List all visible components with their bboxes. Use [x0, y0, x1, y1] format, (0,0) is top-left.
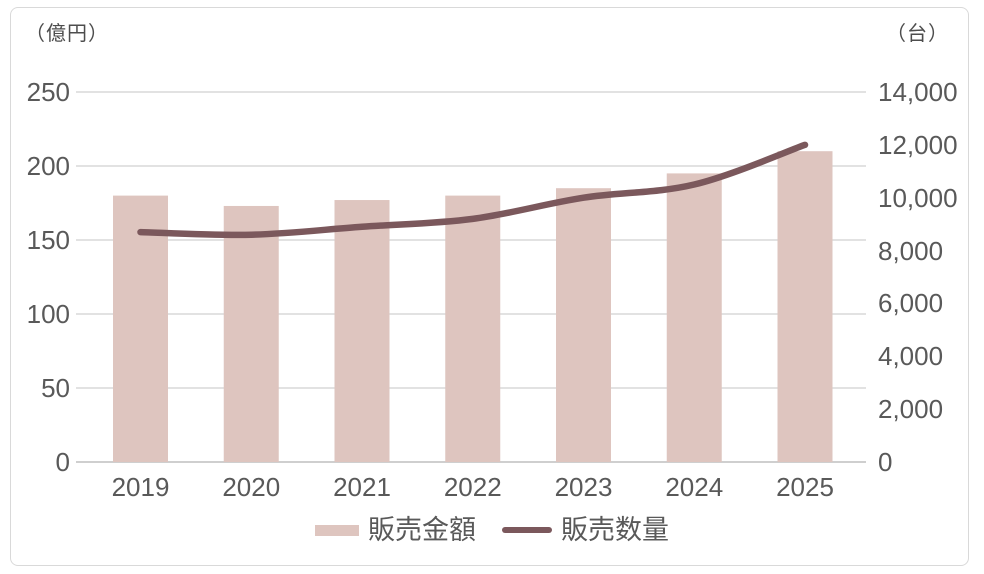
legend-item-sales-volume: 販売数量	[502, 514, 669, 546]
x-tick-2025: 2025	[776, 472, 834, 502]
y-tick-right-0: 0	[878, 447, 893, 477]
y-tick-left-100: 100	[26, 299, 70, 329]
right-axis-unit-label: （台）	[886, 23, 949, 45]
x-tick-2021: 2021	[333, 472, 391, 502]
x-tick-2022: 2022	[443, 472, 502, 502]
bar-2023	[556, 188, 611, 462]
x-tick-2019: 2019	[111, 472, 170, 502]
y-tick-right-2000: 2,000	[878, 394, 944, 425]
y-tick-right-8000: 8,000	[878, 235, 944, 266]
y-tick-right-12000: 12,000	[878, 129, 958, 160]
bar-2021	[334, 200, 390, 463]
x-tick-2020: 2020	[222, 472, 281, 502]
legend-bar-swatch-icon	[315, 524, 359, 536]
legend: 販売金額 販売数量	[0, 513, 984, 547]
y-tick-left-50: 50	[41, 373, 70, 403]
y-tick-right-4000: 4,000	[878, 341, 944, 372]
bar-2024	[666, 173, 722, 462]
bar-2019	[113, 195, 168, 462]
y-tick-left-0: 0	[55, 447, 70, 477]
legend-label: 販売金額	[368, 515, 476, 545]
y-tick-left-200: 200	[26, 151, 70, 181]
x-tick-2024: 2024	[665, 472, 724, 502]
y-tick-right-6000: 6,000	[878, 288, 944, 319]
y-tick-left-250: 250	[26, 77, 70, 107]
legend-label: 販売数量	[561, 515, 669, 545]
legend-line-swatch-icon	[502, 527, 552, 533]
x-tick-2023: 2023	[554, 472, 613, 502]
sales-volume-line	[137, 141, 809, 239]
y-tick-right-14000: 14,000	[878, 77, 958, 107]
bar-2022	[445, 195, 501, 462]
bar-2020	[223, 205, 279, 462]
bar-2025	[777, 151, 833, 462]
y-tick-left-150: 150	[26, 225, 70, 255]
y-tick-right-10000: 10,000	[878, 182, 958, 213]
left-axis-unit-label: （億円）	[25, 23, 109, 45]
chart-frame	[10, 7, 969, 566]
legend-item-sales-amount: 販売金額	[315, 514, 476, 546]
